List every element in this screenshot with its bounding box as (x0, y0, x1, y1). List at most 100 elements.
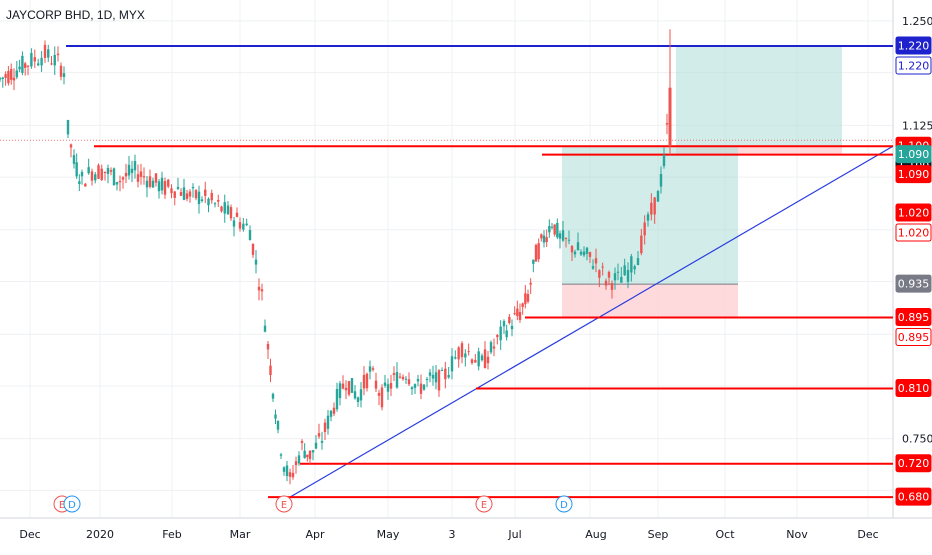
candle-body (136, 174, 140, 182)
x-tick-label: Jul (507, 528, 521, 541)
candle-body (404, 378, 408, 380)
stop-zone (562, 284, 738, 318)
candle-body (90, 171, 94, 181)
candle-body (182, 187, 186, 200)
candle-body (332, 407, 336, 414)
candle-body (185, 193, 189, 199)
candle-body (383, 382, 387, 386)
candle-body (170, 188, 173, 194)
candle-body (359, 389, 363, 401)
candle-body (368, 366, 372, 372)
target-zone (562, 146, 738, 285)
price-tag-label: 0.935 (898, 278, 930, 291)
chart-title: JAYCORP BHD, 1D, MYX (6, 8, 145, 22)
candle-body (121, 177, 125, 180)
candle-body (235, 212, 239, 217)
candle-body (66, 119, 70, 135)
candle-body (431, 374, 435, 379)
price-tag (895, 487, 932, 506)
price-tag (895, 165, 932, 184)
price-tag-label: 1.220 (898, 59, 930, 72)
candle-body (496, 334, 499, 338)
candle-body (106, 167, 110, 174)
candle-body (133, 161, 137, 171)
candle-body (197, 191, 201, 204)
candle-body (94, 174, 97, 181)
candle-body (115, 182, 119, 185)
candle-body (50, 63, 53, 65)
price-tag-label: 1.090 (898, 148, 930, 161)
x-tick-label: Aug (585, 528, 606, 541)
candle-body (269, 365, 272, 376)
candle-body (80, 171, 84, 177)
candle-body (582, 251, 586, 256)
candle-body (232, 220, 236, 227)
candle-body (288, 472, 292, 477)
event-marker (275, 495, 293, 513)
candle-body (75, 162, 78, 177)
candle-body (251, 243, 255, 255)
price-tag (895, 454, 932, 473)
candle-body (84, 183, 87, 187)
candle-body (499, 326, 502, 341)
candle-body (464, 353, 467, 358)
candle-body (338, 383, 342, 399)
price-tag (895, 307, 932, 326)
candle-body (279, 454, 283, 456)
candle-body (416, 379, 420, 382)
price-tag-label: 0.895 (898, 331, 930, 344)
candle-body (450, 356, 454, 372)
candle-body (207, 198, 210, 206)
price-tag-label: 0.810 (898, 382, 930, 395)
candle-body (12, 77, 16, 81)
candle-body (297, 455, 301, 464)
candle-body (311, 450, 315, 453)
candle-body (540, 234, 543, 239)
candle-body (1, 77, 5, 79)
candle-body (444, 368, 447, 380)
candle-body (454, 357, 457, 359)
stop-zone (676, 146, 842, 155)
candle-body (419, 383, 423, 394)
candle-body (640, 235, 643, 254)
candle-body (157, 181, 161, 192)
candle-body (401, 376, 405, 380)
candle-body (254, 259, 258, 265)
candle-body (100, 168, 103, 180)
candle-body (47, 49, 50, 58)
candle-body (87, 167, 90, 174)
candle-body (457, 347, 460, 360)
x-tick-label: 3 (449, 528, 456, 541)
candle-body (542, 235, 546, 243)
candle-body (335, 388, 339, 410)
candle-body (422, 384, 426, 390)
candle-body (516, 308, 519, 316)
candle-body (4, 74, 7, 78)
price-tag (895, 327, 932, 346)
price-tag-label: 1.220 (898, 39, 930, 52)
x-tick-label: Mar (230, 528, 251, 541)
trendline (289, 145, 894, 498)
candle-body (353, 391, 357, 399)
event-marker (475, 495, 493, 513)
candle-body (173, 191, 176, 198)
candle-body (588, 252, 592, 257)
x-tick-label: May (377, 528, 400, 541)
candle-body (529, 282, 532, 285)
candle-body (245, 223, 248, 226)
candle-body (217, 199, 220, 202)
x-tick-label: Dec (19, 528, 40, 541)
candle-body (492, 346, 496, 349)
candle-body (460, 343, 464, 358)
candle-body (148, 176, 152, 187)
candle-body (395, 372, 399, 388)
candle-body (643, 222, 646, 236)
candle-body (591, 266, 595, 269)
candle-body (33, 57, 36, 62)
candle-body (43, 44, 47, 58)
candle-body (97, 165, 100, 179)
event-marker-label: E (59, 500, 65, 511)
event-marker (63, 495, 81, 513)
candle-body (480, 355, 484, 361)
